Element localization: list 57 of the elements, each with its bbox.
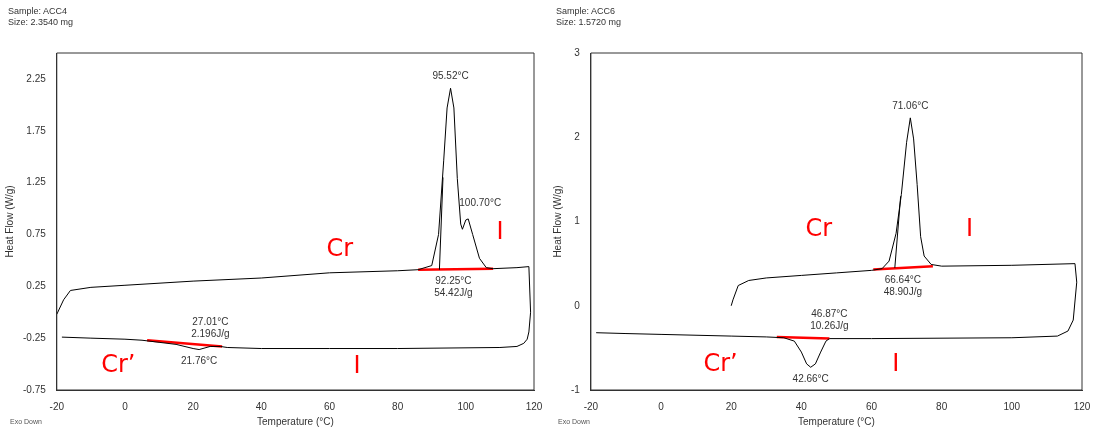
- annotation: Cr’: [703, 348, 738, 377]
- x-tick-label: 20: [187, 400, 200, 412]
- annotation: 46.87°C: [811, 308, 848, 320]
- y-tick-label: -1: [570, 383, 581, 395]
- x-tick-label: 120: [1073, 400, 1091, 412]
- x-tick-label: 100: [457, 400, 475, 412]
- y-tick-label: 3: [574, 46, 581, 58]
- annotation: 48.90J/g: [883, 285, 923, 297]
- y-tick-label: 1.25: [26, 176, 47, 188]
- annotation: I: [892, 348, 900, 377]
- x-tick-label: -20: [49, 400, 65, 412]
- y-tick-label: 0.75: [26, 228, 47, 240]
- y-tick-label: 0.25: [26, 280, 47, 292]
- x-tick-label: 20: [725, 400, 738, 412]
- annotation: I: [353, 351, 361, 380]
- chart-subtitle: Size: 2.3540 mg: [8, 17, 74, 28]
- annotation: I: [966, 214, 974, 243]
- x-tick-label: 0: [122, 400, 129, 412]
- y-tick-label: 2: [574, 131, 581, 142]
- annotation: 100.70°C: [459, 196, 502, 208]
- x-tick-label: 0: [658, 400, 665, 412]
- annotation: 54.42J/g: [434, 287, 473, 299]
- x-tick-label: 100: [1003, 400, 1021, 412]
- annotation: 10.26J/g: [810, 320, 849, 332]
- chart-title: Sample: ACC4: [8, 6, 69, 17]
- chart-subtitle: Size: 1.5720 mg: [556, 17, 622, 28]
- chart-title: Sample: ACC6: [556, 6, 617, 17]
- annotation: 42.66°C: [792, 373, 829, 384]
- annotation: 71.06°C: [892, 99, 929, 111]
- annotation: Cr: [805, 214, 833, 243]
- y-tick-label: -0.25: [23, 331, 47, 343]
- x-tick-label: -20: [583, 400, 599, 412]
- y-tick-label: 2.25: [26, 72, 47, 84]
- x-axis-title: Temperature (°C): [798, 415, 875, 427]
- x-tick-label: 40: [255, 400, 268, 412]
- annotation: I: [496, 216, 504, 245]
- x-axis-title: Temperature (°C): [257, 415, 334, 427]
- x-tick-label: 80: [936, 400, 948, 412]
- annotation: 2.196J/g: [191, 328, 230, 340]
- annotation: 27.01°C: [192, 316, 229, 328]
- y-tick-label: 0: [574, 299, 581, 311]
- x-tick-label: 60: [865, 400, 878, 412]
- annotation: 21.76°C: [181, 355, 218, 367]
- x-tick-label: 40: [795, 400, 808, 412]
- y-tick-label: 1.75: [26, 124, 47, 136]
- annotation: 66.64°C: [884, 273, 921, 285]
- annotation: 95.52°C: [432, 70, 469, 82]
- x-tick-label: 80: [392, 400, 404, 412]
- y-tick-label: 1: [574, 215, 581, 227]
- annotation: Cr’: [101, 350, 136, 379]
- y-tick-label: -0.75: [23, 383, 47, 395]
- annotation: 92.25°C: [435, 275, 472, 287]
- x-tick-label: 120: [525, 400, 543, 412]
- annotation: Cr: [326, 234, 354, 263]
- x-tick-label: 60: [323, 400, 336, 412]
- y-axis-title: Heat Flow (W/g): [551, 185, 563, 258]
- y-axis-title: Heat Flow (W/g): [3, 185, 15, 258]
